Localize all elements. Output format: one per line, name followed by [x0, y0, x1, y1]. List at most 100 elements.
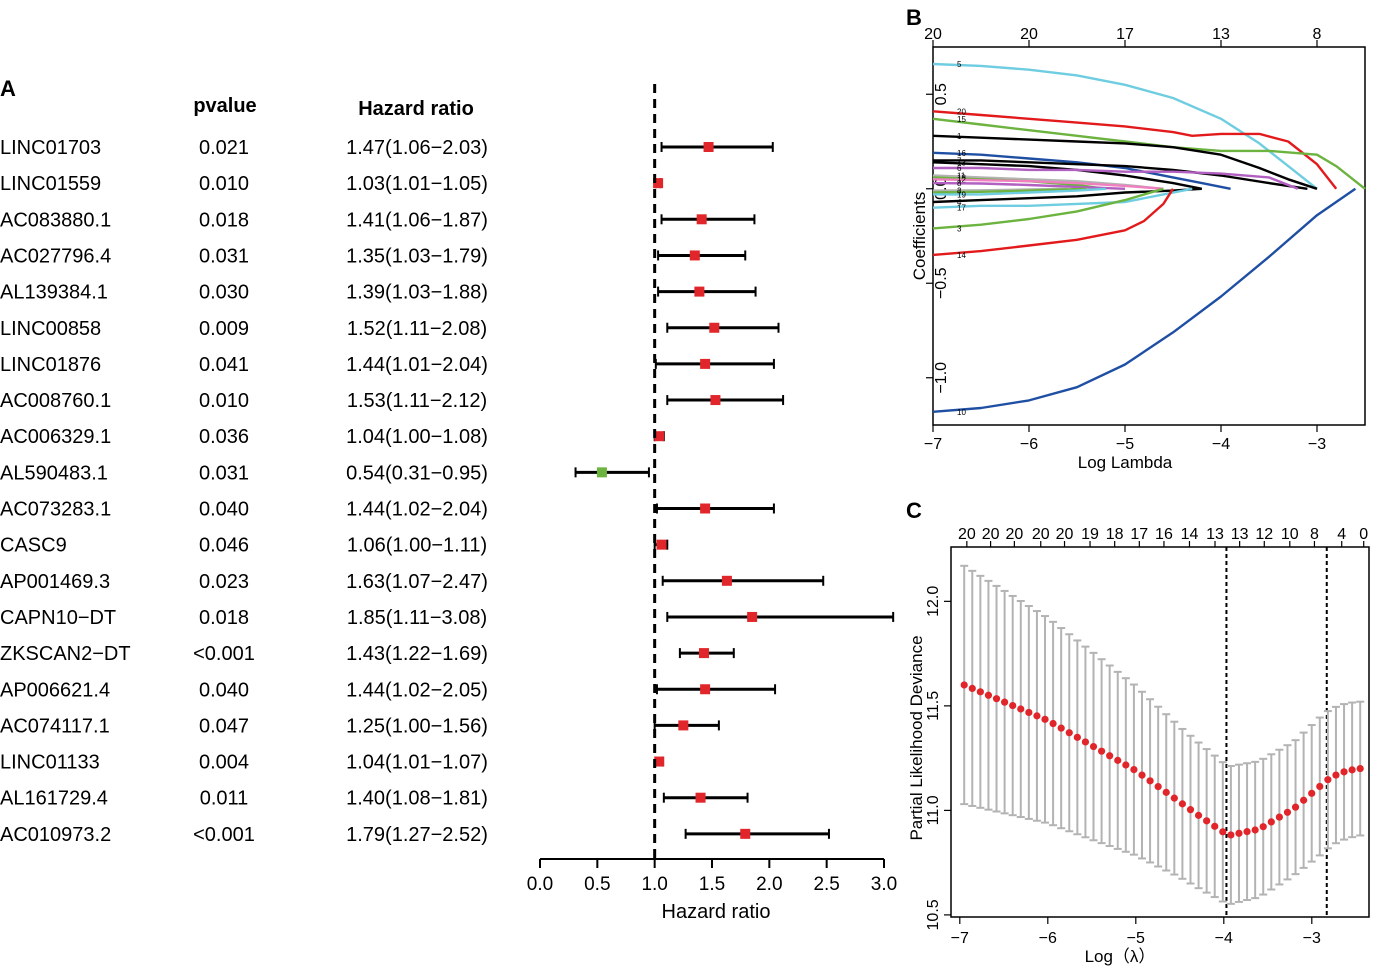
deviance-point	[1235, 829, 1243, 837]
deviance-point	[1275, 813, 1283, 821]
hazard-ratio-point	[596, 467, 607, 478]
coef-path-20	[932, 110, 1338, 190]
deviance-point	[1259, 823, 1267, 831]
pvalue-column-header: pvalue	[193, 95, 256, 117]
pvalue-cell: 0.040	[199, 679, 249, 701]
deviance-point	[1251, 826, 1259, 834]
x-tick-label: 2.5	[813, 874, 839, 895]
top-tick-label: 13	[1212, 26, 1230, 43]
hazard-ratio-point	[654, 756, 665, 767]
x-tick-label: −3	[1303, 930, 1321, 947]
top-tick-label: 20	[982, 526, 1000, 543]
cv-x-axis-label: Log（λ）	[1085, 947, 1156, 966]
hr-cell: 1.44(1.02−2.04)	[346, 499, 488, 521]
top-tick-label: 20	[924, 26, 942, 43]
pvalue-cell: 0.011	[200, 788, 249, 810]
deviance-point	[1194, 811, 1203, 819]
top-tick-label: 20	[958, 526, 976, 543]
path-label: 9	[957, 189, 962, 198]
deviance-point	[1227, 831, 1235, 839]
path-label: 13	[957, 158, 966, 167]
deviance-point	[976, 688, 984, 696]
path-label: 8	[957, 179, 962, 188]
gene-label: LINC01703	[0, 137, 101, 159]
path-label: 14	[957, 251, 966, 260]
deviance-point	[1324, 776, 1332, 784]
top-tick-label: 20	[1056, 526, 1074, 543]
path-label: 16	[957, 149, 966, 158]
pvalue-cell: 0.040	[199, 499, 249, 521]
y-tick-label: 0.0	[933, 178, 950, 200]
path-label: 7	[957, 156, 962, 165]
gene-label: AC010973.2	[0, 824, 111, 846]
pvalue-cell: 0.009	[199, 318, 249, 340]
top-tick-label: 4	[1337, 526, 1346, 543]
deviance-point	[1170, 794, 1178, 802]
hazard-ratio-point	[700, 358, 711, 369]
path-label: 15	[957, 115, 966, 124]
pvalue-cell: 0.031	[199, 462, 249, 484]
coef-path-19	[933, 187, 1106, 196]
hr-cell: 1.85(1.11−3.08)	[347, 607, 487, 629]
deviance-point	[1186, 806, 1195, 814]
deviance-point	[1243, 828, 1251, 836]
top-tick-label: 8	[1310, 526, 1319, 543]
top-tick-label: 20	[1032, 526, 1050, 543]
hazard-ratio-point	[656, 539, 667, 550]
gene-label: AC074117.1	[0, 715, 110, 737]
x-tick-label: 1.0	[641, 874, 667, 895]
y-tick-label: 0.5	[933, 83, 950, 105]
deviance-point	[1097, 747, 1106, 755]
deviance-point	[960, 681, 968, 689]
deviance-point	[1049, 719, 1057, 728]
pvalue-cell: 0.036	[199, 426, 249, 448]
x-tick-label: −6	[1039, 930, 1057, 947]
hazard-ratio-point	[747, 611, 758, 622]
hr-cell: 1.04(1.00−1.08)	[346, 426, 488, 448]
x-tick-label: −3	[1308, 436, 1326, 453]
hr-cell: 1.53(1.11−2.12)	[347, 390, 487, 412]
deviance-point	[1211, 822, 1219, 830]
pvalue-cell: 0.018	[199, 209, 249, 231]
hr-cell: 1.44(1.01−2.04)	[346, 354, 488, 376]
lasso-coefficient-plot: −7 −6 −5 −4 −30.50.0−0.5−1.020 20 17 13 85201511…	[924, 26, 1366, 453]
top-tick-label: 20	[1005, 526, 1023, 543]
x-tick-label: 2.0	[756, 874, 782, 895]
deviance-point	[1017, 705, 1025, 713]
deviance-point	[1089, 742, 1098, 751]
plot-frame	[950, 546, 1370, 918]
deviance-point	[1130, 765, 1138, 774]
y-tick-label: 11.5	[925, 691, 942, 721]
top-tick-label: 12	[1255, 526, 1273, 543]
deviance-point	[1308, 789, 1316, 797]
forest-x-axis-label: Hazard ratio	[662, 901, 771, 923]
hr-cell: 1.44(1.02−2.05)	[346, 679, 488, 701]
path-label: 18	[957, 173, 966, 182]
hazard-ratio-point	[709, 322, 720, 333]
y-tick-label: 11.0	[925, 795, 942, 825]
top-tick-label: 14	[1181, 526, 1199, 543]
top-tick-label: 10	[1281, 526, 1299, 543]
hazard-ratio-point	[678, 720, 689, 731]
coef-path-7	[933, 159, 1308, 190]
hazard-ratio-point	[654, 431, 665, 442]
path-label: 6	[957, 164, 962, 173]
x-tick-label: 1.5	[699, 874, 725, 895]
gene-label: AC083880.1	[0, 209, 111, 231]
gene-label: AP001469.3	[0, 571, 110, 593]
deviance-point	[1162, 788, 1170, 796]
deviance-point	[968, 684, 976, 693]
lasso-y-axis-label: Coefficients	[910, 192, 929, 281]
deviance-point	[1106, 752, 1114, 760]
deviance-point	[1138, 771, 1146, 779]
y-tick-label: −0.5	[933, 267, 950, 299]
deviance-point	[1348, 766, 1356, 774]
hazard-ratio-point	[698, 648, 709, 659]
pvalue-cell: 0.010	[199, 390, 249, 412]
top-tick-label: 16	[1155, 526, 1173, 543]
gene-label: AL590483.1	[0, 462, 108, 484]
x-tick-label: 0.5	[584, 874, 610, 895]
hr-cell: 1.52(1.11−2.08)	[347, 318, 487, 340]
x-tick-label: −7	[924, 436, 942, 453]
pvalue-cell: 0.023	[199, 571, 249, 593]
